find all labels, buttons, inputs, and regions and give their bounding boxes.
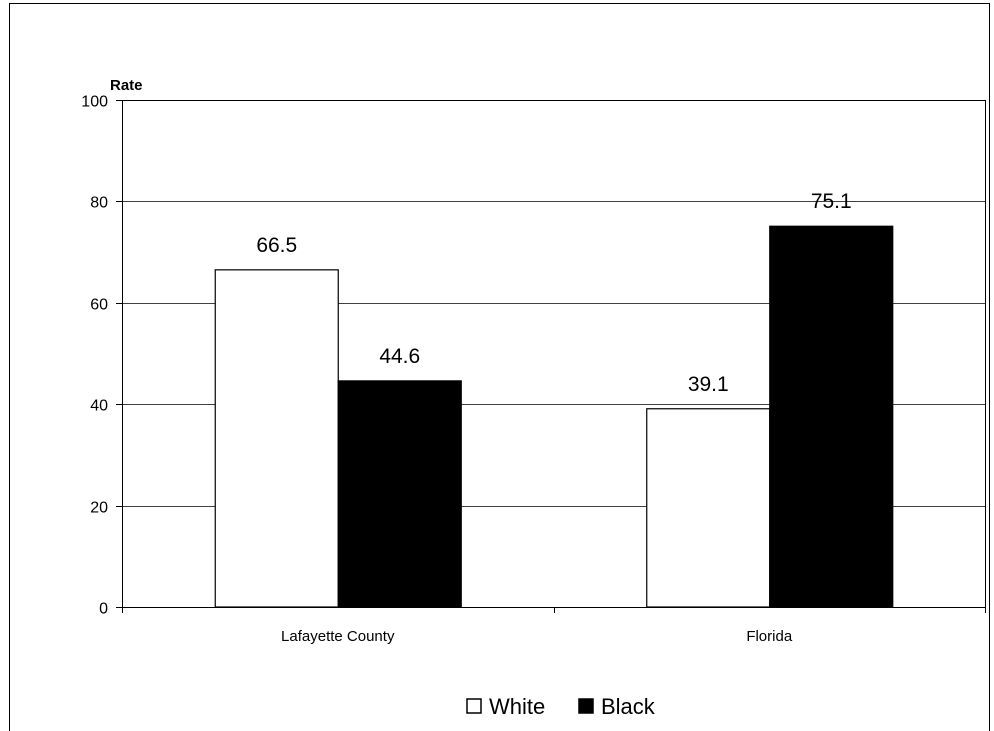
legend-label-white: White xyxy=(489,694,545,719)
data-label: 39.1 xyxy=(688,373,729,396)
y-axis-title: Rate xyxy=(110,77,143,94)
y-tick-label: 60 xyxy=(90,297,108,314)
bar-white-1 xyxy=(214,269,339,608)
data-label: 75.1 xyxy=(811,190,852,213)
data-label: 66.5 xyxy=(256,234,297,257)
y-tick-label: 0 xyxy=(99,601,108,618)
x-axis-categories: Lafayette County Florida xyxy=(281,628,793,645)
y-tick-label: 40 xyxy=(90,398,108,415)
axes xyxy=(122,100,986,613)
legend-swatch-white xyxy=(466,698,482,714)
legend-label-black: Black xyxy=(601,694,656,719)
y-tick-label: 80 xyxy=(90,195,108,212)
bar-black-1 xyxy=(337,380,462,608)
bars xyxy=(214,225,894,608)
bar-white-2 xyxy=(646,408,771,608)
y-axis-ticks: 0 20 40 60 80 100 xyxy=(81,94,122,618)
outer-border xyxy=(9,3,990,731)
bar-black-2 xyxy=(769,225,894,608)
legend-swatch-black xyxy=(578,698,594,714)
data-labels: 66.5 44.6 39.1 75.1 xyxy=(256,190,851,396)
x-category-label: Lafayette County xyxy=(281,628,395,645)
x-category-label: Florida xyxy=(746,628,793,645)
y-tick-label: 20 xyxy=(90,500,108,517)
legend: White Black xyxy=(466,694,656,719)
y-tick-label: 100 xyxy=(81,94,108,111)
data-label: 44.6 xyxy=(379,345,420,368)
